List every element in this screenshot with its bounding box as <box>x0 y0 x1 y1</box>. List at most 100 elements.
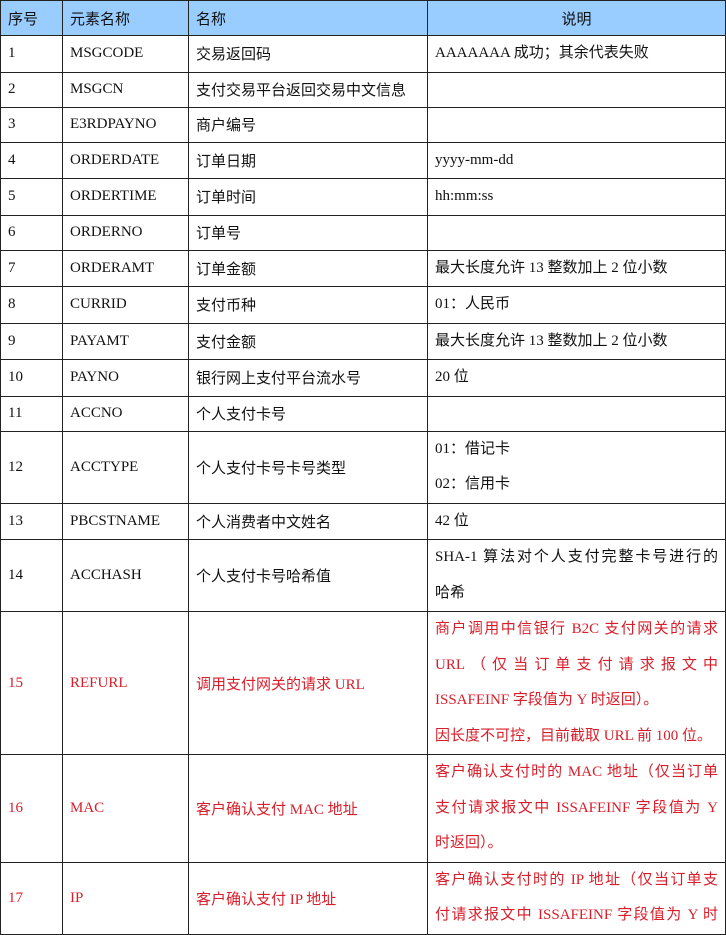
description: 01：借记卡 02：信用卡 <box>427 430 726 504</box>
table-row: 17 IP 客户确认支付 IP 地址 客户确认支付时的 IP 地址（仅当订单支 付请求报… <box>0 861 726 935</box>
element-name: 个人支付卡号卡号类型 <box>188 430 428 504</box>
element-code: PAYNO <box>62 359 189 397</box>
header-description: 说明 <box>427 0 726 36</box>
description-line: 最大长度允许 13 整数加上 2 位小数 <box>435 332 668 349</box>
description <box>427 106 726 143</box>
description-line: 42 位 <box>435 512 469 529</box>
description-line: 客户确认支付时的 MAC 地址（仅当订单 <box>435 764 718 780</box>
table-row: 1 MSGCODE 交易返回码 AAAAAAA 成功；其余代表失败 <box>0 35 726 73</box>
element-code: CURRID <box>62 286 189 324</box>
description-line: 因长度不可控，目前截取 URL 前 100 位。 <box>435 727 712 744</box>
row-number: 16 <box>0 754 63 863</box>
element-name: 订单金额 <box>188 249 428 287</box>
table-row: 6 ORDERNO 订单号 <box>0 214 726 251</box>
table-row: 10 PAYNO 银行网上支付平台流水号 20 位 <box>0 359 726 397</box>
description <box>427 395 726 432</box>
row-number: 15 <box>0 611 63 755</box>
table-row: 11 ACCNO 个人支付卡号 <box>0 395 726 432</box>
description-line: hh:mm:ss <box>435 188 494 204</box>
element-code: MAC <box>62 754 189 863</box>
description-line: yyyy-mm-dd <box>435 151 514 168</box>
table-row: 15 REFURL 调用支付网关的请求 URL 商户调用中信银行 B2C 支付网关的请… <box>0 611 726 755</box>
description: 客户确认支付时的 MAC 地址（仅当订单 支付请求报文中 ISSAFEINF 字段… <box>427 754 726 863</box>
description: 最大长度允许 13 整数加上 2 位小数 <box>427 322 726 360</box>
table-row: 13 PBCSTNAME 个人消费者中文姓名 42 位 <box>0 502 726 540</box>
description-line: 最大长度允许 13 整数加上 2 位小数 <box>435 259 668 276</box>
table-row: 12 ACCTYPE 个人支付卡号卡号类型 01：借记卡 02：信用卡 <box>0 430 726 504</box>
description-line: 支付请求报文中 ISSAFEINF 字段值为 Y <box>435 799 718 816</box>
description-line: SHA-1 算法对个人支付完整卡号进行的 <box>435 549 718 565</box>
row-number: 1 <box>0 35 63 73</box>
table-row: 3 E3RDPAYNO 商户编号 <box>0 106 726 143</box>
element-name: 客户确认支付 IP 地址 <box>188 861 428 935</box>
element-code: ACCTYPE <box>62 430 189 504</box>
description-line: 付请求报文中 ISSAFEINF 字段值为 Y 时 <box>435 907 718 923</box>
row-number: 14 <box>0 539 63 612</box>
row-number: 12 <box>0 430 63 504</box>
element-name: 支付交易平台返回交易中文信息 <box>188 71 428 108</box>
element-code: IP <box>62 861 189 935</box>
description: 20 位 <box>427 359 726 397</box>
element-name: 订单号 <box>188 214 428 251</box>
element-name: 订单时间 <box>188 178 428 216</box>
element-code: ACCHASH <box>62 539 189 612</box>
element-code: REFURL <box>62 611 189 755</box>
description: AAAAAAA 成功；其余代表失败 <box>427 35 726 73</box>
description-line: 02：信用卡 <box>435 476 511 492</box>
element-code: PAYAMT <box>62 322 189 360</box>
description-line: 客户确认支付时的 IP 地址（仅当订单支 <box>435 871 718 888</box>
description: 42 位 <box>427 502 726 540</box>
element-name: 商户编号 <box>188 106 428 143</box>
table-row: 16 MAC 客户确认支付 MAC 地址 客户确认支付时的 MAC 地址（仅当订单 支付… <box>0 754 726 863</box>
header-name: 名称 <box>188 0 428 36</box>
row-number: 4 <box>0 141 63 179</box>
table-row: 14 ACCHASH 个人支付卡号哈希值 SHA-1 算法对个人支付完整卡号进行的 哈希 <box>0 539 726 612</box>
element-code: ORDERNO <box>62 214 189 251</box>
table-row: 8 CURRID 支付币种 01：人民币 <box>0 286 726 324</box>
description-line: 商户调用中信银行 B2C 支付网关的请求 <box>435 621 718 637</box>
row-number: 17 <box>0 861 63 935</box>
row-number: 8 <box>0 286 63 324</box>
element-name: 支付币种 <box>188 286 428 324</box>
table-row: 7 ORDERAMT 订单金额 最大长度允许 13 整数加上 2 位小数 <box>0 249 726 287</box>
element-name: 支付金额 <box>188 322 428 360</box>
description-line: 01：借记卡 <box>435 440 511 457</box>
element-code: MSGCN <box>62 71 189 108</box>
row-number: 9 <box>0 322 63 360</box>
element-name: 订单日期 <box>188 141 428 179</box>
description: 客户确认支付时的 IP 地址（仅当订单支 付请求报文中 ISSAFEINF 字段值… <box>427 861 726 935</box>
description: SHA-1 算法对个人支付完整卡号进行的 哈希 <box>427 539 726 612</box>
description-line: 哈希 <box>435 584 466 601</box>
row-number: 2 <box>0 71 63 108</box>
element-name: 调用支付网关的请求 URL <box>188 611 428 755</box>
description: hh:mm:ss <box>427 178 726 216</box>
element-code: ORDERDATE <box>62 141 189 179</box>
row-number: 11 <box>0 395 63 432</box>
description <box>427 71 726 108</box>
description-line: 20 位 <box>435 369 469 385</box>
element-code: PBCSTNAME <box>62 502 189 540</box>
description <box>427 214 726 251</box>
element-code: MSGCODE <box>62 35 189 73</box>
element-name: 个人支付卡号哈希值 <box>188 539 428 612</box>
description-line: 时返回）。 <box>435 835 503 851</box>
description: 商户调用中信银行 B2C 支付网关的请求 URL（仅当订单支付请求报文中 ISSAF… <box>427 611 726 755</box>
element-code: E3RDPAYNO <box>62 106 189 143</box>
element-name: 客户确认支付 MAC 地址 <box>188 754 428 863</box>
row-number: 6 <box>0 214 63 251</box>
element-name: 个人消费者中文姓名 <box>188 502 428 540</box>
row-number: 3 <box>0 106 63 143</box>
table-row: 2 MSGCN 支付交易平台返回交易中文信息 <box>0 71 726 108</box>
description: yyyy-mm-dd <box>427 141 726 179</box>
description: 最大长度允许 13 整数加上 2 位小数 <box>427 249 726 287</box>
description-line: AAAAAAA 成功；其余代表失败 <box>435 45 649 61</box>
description-line: URL（仅当订单支付请求报文中 <box>435 656 718 673</box>
row-number: 13 <box>0 502 63 540</box>
row-number: 10 <box>0 359 63 397</box>
header-element-name: 元素名称 <box>62 0 189 36</box>
table-row: 5 ORDERTIME 订单时间 hh:mm:ss <box>0 178 726 216</box>
table-row: 9 PAYAMT 支付金额 最大长度允许 13 整数加上 2 位小数 <box>0 322 726 360</box>
description: 01：人民币 <box>427 286 726 324</box>
description-line: 01：人民币 <box>435 296 511 312</box>
